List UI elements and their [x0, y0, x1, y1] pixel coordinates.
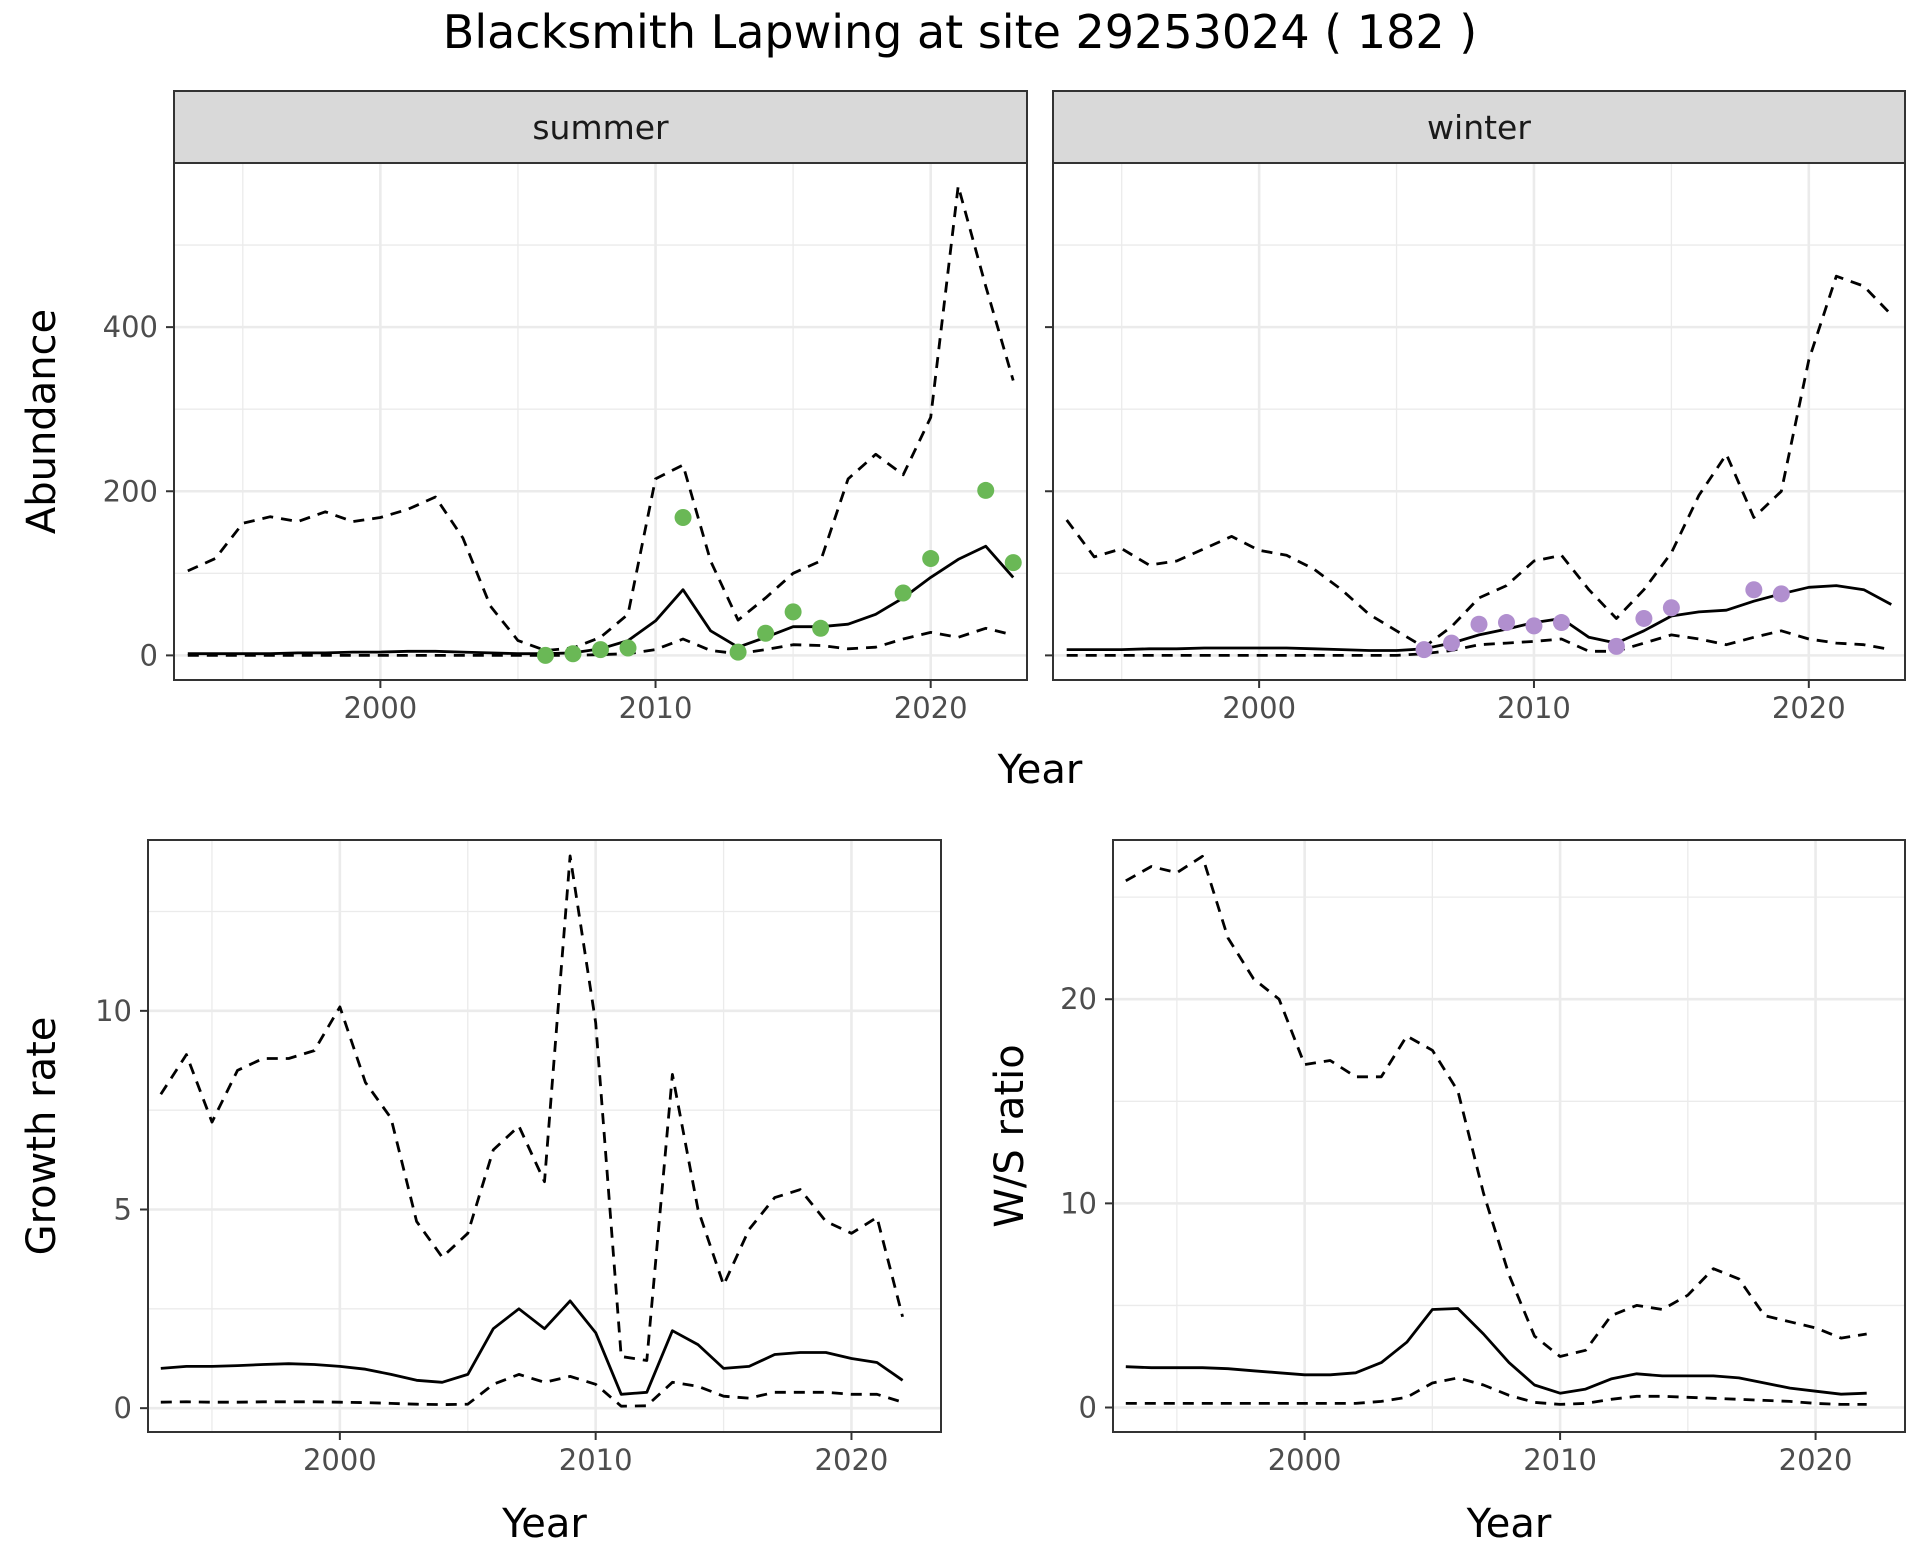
data-point — [619, 639, 637, 657]
x-tick-label: 2000 — [1222, 691, 1296, 725]
series-line-lower-bound — [1125, 1376, 1867, 1406]
data-point — [1662, 599, 1680, 617]
top-x-axis-title: Year — [997, 747, 1083, 793]
y-tick-label: 400 — [103, 310, 158, 344]
panel-winter: winter 2000 2010 2020 — [1045, 90, 1906, 725]
series-line-lower-bound — [187, 626, 1014, 657]
x-tick-label: 2010 — [619, 691, 693, 725]
data-point — [729, 643, 747, 661]
data-point — [1497, 614, 1515, 632]
data-point — [977, 481, 995, 499]
plot-background — [1113, 840, 1905, 1432]
data-point — [1443, 634, 1461, 652]
data-point — [674, 509, 692, 527]
data-point — [757, 624, 775, 642]
y-tick-label: 5 — [114, 1193, 132, 1227]
x-tick-label: 2010 — [1523, 1443, 1597, 1477]
plot-background — [1053, 163, 1905, 680]
y-tick-label: 0 — [1079, 1391, 1097, 1425]
y-axis-title: Growth rate — [19, 1017, 65, 1256]
panel-border — [1052, 162, 1906, 681]
data-point — [1552, 614, 1570, 632]
y-axis-title: W/S ratio — [987, 1044, 1033, 1227]
panel-ws-ratio: 2000 2010 2020 0 10 20 Year W/S ratio — [987, 839, 1906, 1547]
x-tick-label: 2020 — [1779, 1443, 1853, 1477]
data-point — [1745, 581, 1763, 599]
y-tick-label: 20 — [1060, 982, 1097, 1016]
data-point — [922, 550, 940, 568]
facet-strip-label: summer — [532, 108, 669, 147]
x-tick-label: 2010 — [1497, 691, 1571, 725]
data-point — [1607, 637, 1625, 655]
y-tick-label: 200 — [103, 474, 158, 508]
series-line-upper-bound — [1065, 274, 1893, 649]
data-point — [1415, 641, 1433, 659]
series-line-upper-bound — [1125, 854, 1867, 1358]
series-line-estimate — [160, 1299, 904, 1396]
x-tick-label: 2000 — [343, 691, 417, 725]
series-line-lower-bound — [1066, 629, 1892, 657]
x-axis-title: Year — [501, 1501, 587, 1547]
series-line-estimate — [1066, 584, 1892, 652]
data-point — [784, 603, 802, 621]
panel-summer: summer 2000 2010 2020 0 200 400 Abundance — [19, 90, 1028, 725]
series-line-lower-bound — [160, 1373, 904, 1408]
y-tick-label: 0 — [140, 638, 158, 672]
x-tick-label: 2000 — [303, 1443, 377, 1477]
y-axis-title: Abundance — [19, 309, 65, 534]
x-tick-label: 2010 — [559, 1443, 633, 1477]
data-point — [1470, 615, 1488, 633]
series-line-upper-bound — [159, 854, 904, 1362]
x-tick-label: 2020 — [894, 691, 968, 725]
panel-border — [173, 162, 1028, 681]
y-tick-label: 10 — [1060, 1186, 1097, 1220]
facet-strip-label: winter — [1427, 108, 1531, 147]
series-line-estimate — [1125, 1307, 1867, 1396]
y-tick-label: 10 — [95, 994, 132, 1028]
data-point — [812, 619, 830, 637]
data-point — [894, 584, 912, 602]
data-point — [592, 641, 609, 659]
x-axis-title: Year — [1466, 1501, 1552, 1547]
x-tick-label: 2020 — [815, 1443, 889, 1477]
series-line-upper-bound — [187, 184, 1015, 652]
plot-background — [174, 163, 1027, 680]
data-point — [536, 646, 554, 664]
data-point — [1772, 585, 1790, 603]
data-point — [1004, 554, 1022, 572]
data-point — [1525, 617, 1543, 635]
x-tick-label: 2020 — [1772, 691, 1846, 725]
panel-border — [147, 839, 942, 1433]
x-tick-label: 2000 — [1268, 1443, 1342, 1477]
figure-title: Blacksmith Lapwing at site 29253024 ( 18… — [443, 5, 1477, 59]
y-tick-label: 0 — [114, 1391, 132, 1425]
data-point — [564, 645, 582, 663]
panel-growth-rate: 2000 2010 2020 0 5 10 Year Growth rate — [19, 839, 942, 1547]
facet-strip — [173, 90, 1028, 164]
data-point — [1635, 609, 1653, 627]
plot-background — [148, 840, 941, 1432]
panel-border — [1112, 839, 1906, 1433]
